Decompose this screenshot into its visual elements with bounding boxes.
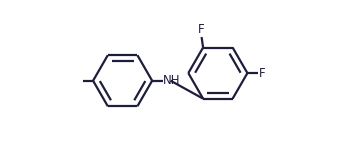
Text: F: F: [259, 67, 265, 80]
Text: F: F: [198, 22, 205, 36]
Text: NH: NH: [163, 74, 181, 87]
